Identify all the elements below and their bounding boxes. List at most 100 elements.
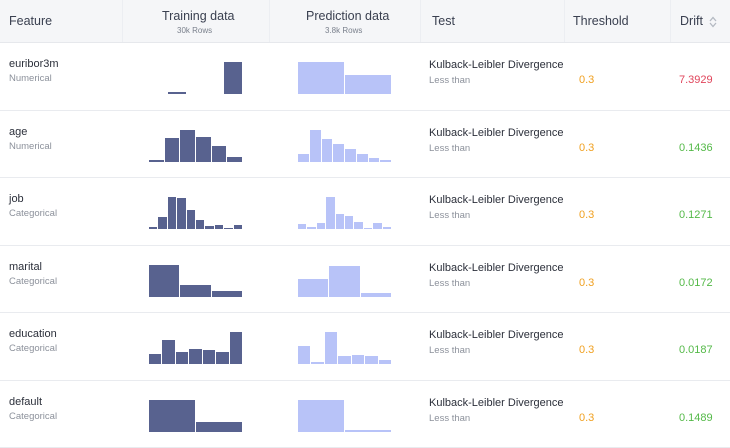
histogram-bar xyxy=(224,228,232,229)
histogram-bar xyxy=(310,130,321,162)
test-condition: Less than xyxy=(429,278,470,289)
table-row[interactable]: marital Categorical Kulback-Leibler Diverg… xyxy=(0,245,730,314)
feature-column-header[interactable]: Feature xyxy=(0,0,123,42)
test-condition: Less than xyxy=(429,210,470,221)
test-name: Kulback-Leibler Divergence xyxy=(429,59,564,71)
drift-value: 0.1489 xyxy=(679,412,713,424)
test-header-label: Test xyxy=(432,14,455,28)
drift-value: 0.1436 xyxy=(679,142,713,154)
histogram-bar xyxy=(189,349,201,364)
histogram-bar xyxy=(187,210,195,229)
histogram-bar xyxy=(345,75,391,94)
prediction-histogram xyxy=(298,60,392,94)
histogram-bar xyxy=(333,144,344,162)
histogram-bar xyxy=(373,223,381,229)
histogram-bar xyxy=(336,214,344,229)
histogram-bar xyxy=(345,430,391,431)
prediction-histogram xyxy=(298,398,392,432)
training-histogram xyxy=(149,60,243,94)
drift-header-label: Drift xyxy=(680,14,703,28)
histogram-bar xyxy=(196,422,242,432)
histogram-bar xyxy=(298,279,328,297)
training-rows-label: 30k Rows xyxy=(177,26,212,35)
histogram-bar xyxy=(329,266,359,297)
histogram-bar xyxy=(354,222,362,229)
test-name: Kulback-Leibler Divergence xyxy=(429,329,564,341)
histogram-bar xyxy=(317,223,325,229)
histogram-bar xyxy=(149,354,161,364)
histogram-bar xyxy=(168,197,176,229)
drift-value: 0.0187 xyxy=(679,344,713,356)
training-histogram xyxy=(149,330,243,364)
table-header: Feature Training data 30k Rows Predictio… xyxy=(0,0,730,43)
threshold-header-label: Threshold xyxy=(573,14,629,28)
threshold-value: 0.3 xyxy=(579,209,594,221)
histogram-bar xyxy=(149,265,179,297)
test-condition: Less than xyxy=(429,143,470,154)
histogram-bar xyxy=(322,139,333,161)
histogram-bar xyxy=(298,62,344,94)
threshold-column-header[interactable]: Threshold xyxy=(564,0,671,42)
histogram-bar xyxy=(383,227,391,229)
histogram-bar xyxy=(162,340,174,364)
feature-name: marital xyxy=(9,261,42,273)
test-condition: Less than xyxy=(429,75,470,86)
feature-name: education xyxy=(9,328,57,340)
histogram-bar xyxy=(165,138,180,162)
histogram-bar xyxy=(357,154,368,161)
prediction-header-label: Prediction data xyxy=(306,9,389,23)
threshold-value: 0.3 xyxy=(579,277,594,289)
drift-value: 0.0172 xyxy=(679,277,713,289)
test-condition: Less than xyxy=(429,345,470,356)
drift-value: 0.1271 xyxy=(679,209,713,221)
histogram-bar xyxy=(234,225,242,229)
threshold-value: 0.3 xyxy=(579,412,594,424)
histogram-bar xyxy=(227,157,242,161)
test-name: Kulback-Leibler Divergence xyxy=(429,262,564,274)
histogram-bar xyxy=(180,285,210,297)
histogram-bar xyxy=(298,400,344,432)
histogram-bar xyxy=(176,352,188,364)
prediction-rows-label: 3.8k Rows xyxy=(325,26,362,35)
histogram-bar xyxy=(338,356,350,364)
drift-value: 7.3929 xyxy=(679,74,713,86)
histogram-bar xyxy=(307,227,315,229)
test-condition: Less than xyxy=(429,413,470,424)
histogram-bar xyxy=(345,149,356,161)
histogram-bar xyxy=(311,362,323,364)
histogram-bar xyxy=(212,291,242,296)
test-name: Kulback-Leibler Divergence xyxy=(429,194,564,206)
histogram-bar xyxy=(345,216,353,229)
drift-column-header[interactable]: Drift xyxy=(670,0,730,42)
histogram-bar xyxy=(325,332,337,364)
histogram-bar xyxy=(168,92,186,94)
sort-icon[interactable] xyxy=(708,15,718,29)
feature-name: job xyxy=(9,193,24,205)
histogram-bar xyxy=(298,224,306,229)
histogram-bar xyxy=(158,217,166,229)
histogram-bar xyxy=(216,352,228,364)
prediction-data-column-header[interactable]: Prediction data 3.8k Rows xyxy=(269,0,421,42)
histogram-bar xyxy=(230,332,242,364)
feature-type: Categorical xyxy=(9,276,57,287)
histogram-bar xyxy=(369,158,380,161)
threshold-value: 0.3 xyxy=(579,74,594,86)
test-name: Kulback-Leibler Divergence xyxy=(429,397,564,409)
feature-type: Categorical xyxy=(9,411,57,422)
feature-type: Numerical xyxy=(9,141,52,152)
threshold-value: 0.3 xyxy=(579,142,594,154)
histogram-bar xyxy=(224,62,242,94)
histogram-bar xyxy=(149,227,157,229)
training-data-column-header[interactable]: Training data 30k Rows xyxy=(122,0,270,42)
test-column-header[interactable]: Test xyxy=(420,0,565,42)
histogram-bar xyxy=(149,160,164,162)
histogram-bar xyxy=(205,226,213,229)
histogram-bar xyxy=(380,160,391,162)
training-histogram xyxy=(149,128,243,162)
test-name: Kulback-Leibler Divergence xyxy=(429,127,564,139)
